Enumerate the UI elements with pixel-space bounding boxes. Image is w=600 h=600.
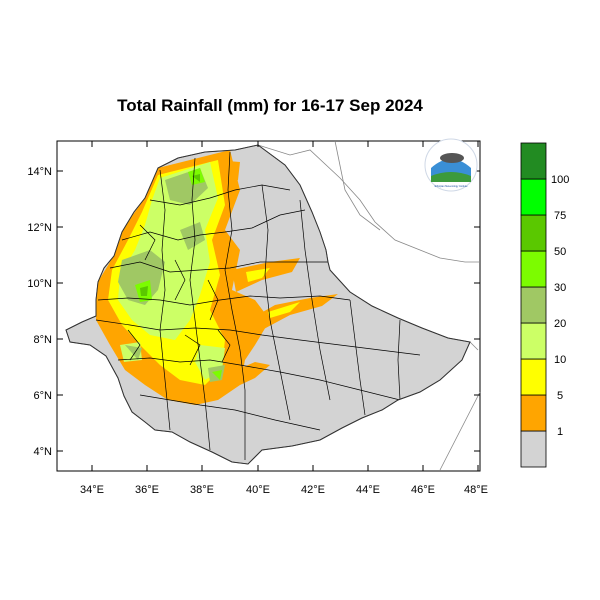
longitude-axis [91, 141, 479, 471]
lat-tick-label: 6°N [34, 390, 53, 402]
lon-tick-label: 34°E [80, 484, 104, 496]
lat-tick-label: 8°N [34, 334, 53, 346]
lon-tick-label: 40°E [246, 484, 270, 496]
colorbar-label: 50 [554, 246, 566, 258]
colorbar-label: 100 [551, 174, 569, 186]
colorbar-label: 30 [554, 282, 566, 294]
colorbar-swatch [520, 250, 547, 288]
colorbar-swatch [520, 322, 547, 360]
ethiopia-outline [65, 144, 471, 465]
lat-tick-label: 14°N [27, 166, 52, 178]
lat-tick-label: 10°N [27, 278, 52, 290]
lon-tick-label: 46°E [411, 484, 435, 496]
colorbar-label: 75 [554, 210, 566, 222]
lon-tick-label: 44°E [356, 484, 380, 496]
logo-caption: Ethiopian Meteorology Institute [435, 185, 468, 188]
lon-tick-label: 42°E [301, 484, 325, 496]
lon-tick-label: 38°E [190, 484, 214, 496]
colorbar-label: 1 [557, 426, 563, 438]
lon-tick-label: 48°E [464, 484, 488, 496]
lon-tick-label: 36°E [135, 484, 159, 496]
colorbar-swatch [520, 430, 547, 468]
admin-boundaries [95, 151, 421, 460]
colorbar-label: 5 [557, 390, 563, 402]
colorbar-swatch [520, 394, 547, 432]
map-title: Total Rainfall (mm) for 16-17 Sep 2024 [117, 96, 423, 115]
colorbar-label: 10 [554, 354, 566, 366]
colorbar-swatch [520, 358, 547, 396]
lat-tick-label: 12°N [27, 222, 52, 234]
meteorology-agency-logo: Ethiopian Meteorology Institute [424, 138, 478, 192]
latitude-axis [57, 170, 480, 452]
neighbor-borders [257, 140, 481, 471]
colorbar-swatch [520, 214, 547, 252]
colorbar-label: 20 [554, 318, 566, 330]
colorbar [520, 142, 547, 468]
colorbar-swatch [520, 286, 547, 324]
colorbar-swatch [520, 142, 547, 180]
colorbar-swatch [520, 178, 547, 216]
lat-tick-label: 4°N [34, 446, 53, 458]
